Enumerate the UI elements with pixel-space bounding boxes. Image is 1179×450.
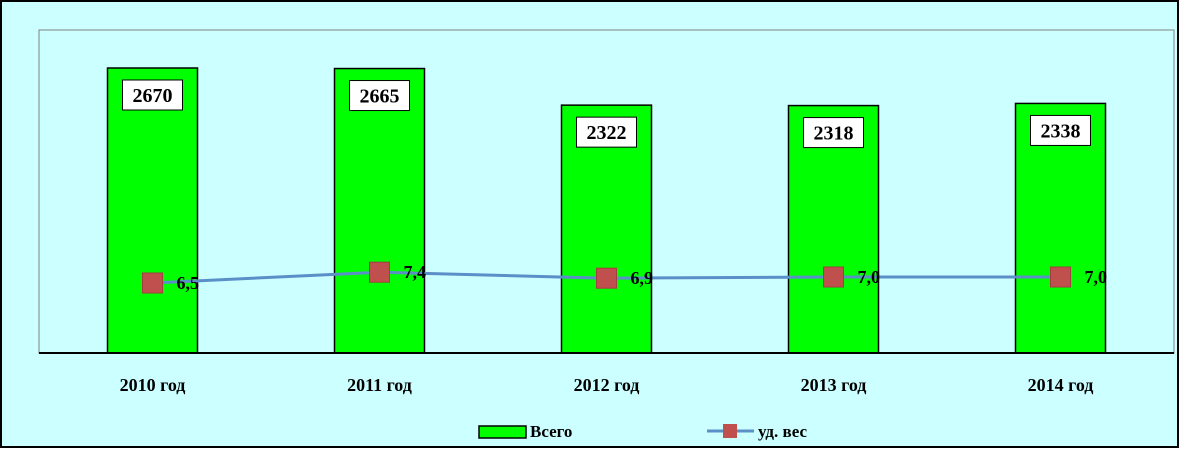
line-data-label-4: 7,0 <box>1085 267 1108 287</box>
bar-data-label-box-2 <box>576 116 637 148</box>
x-tick-label-2: 2012 год <box>574 375 640 395</box>
bar-data-label-0: 2670 <box>133 85 173 107</box>
line-marker-2 <box>596 267 617 289</box>
legend-label-line: уд. вес <box>758 422 807 441</box>
bar-data-label-box-1 <box>349 80 410 112</box>
x-tick-label-0: 2010 год <box>120 375 186 395</box>
line-marker-4 <box>1050 266 1071 288</box>
legend-swatch-bar <box>478 425 527 439</box>
bar-1 <box>333 67 426 354</box>
bar-data-label-4: 2338 <box>1041 120 1081 142</box>
x-axis-tick-labels: 2010 год 2011 год 2012 год 2013 год 2014 год <box>120 375 1094 395</box>
line-marker-1 <box>369 261 390 283</box>
line-data-label-1: 7,4 <box>404 262 427 282</box>
bar-data-label-1: 2665 <box>360 86 400 108</box>
bar-data-label-box-3 <box>803 117 864 149</box>
x-tick-label-1: 2011 год <box>347 375 412 395</box>
bar-0 <box>106 67 199 354</box>
legend-label-bar: Всего <box>530 422 572 441</box>
legend-marker-sample <box>723 424 737 438</box>
bar-data-label-box-0 <box>122 79 183 111</box>
line-data-label-0: 6,5 <box>177 273 200 293</box>
legend: Всего уд. вес <box>478 422 807 441</box>
line-data-label-2: 6,9 <box>631 268 654 288</box>
x-tick-label-4: 2014 год <box>1028 375 1094 395</box>
line-data-label-3: 7,0 <box>858 267 881 287</box>
line-marker-3 <box>823 266 844 288</box>
bar-series: 2670 2665 2322 2318 2338 <box>106 67 1107 354</box>
x-tick-label-3: 2013 год <box>801 375 867 395</box>
bar-data-label-3: 2318 <box>814 123 854 145</box>
bar-data-label-2: 2322 <box>587 122 627 144</box>
line-series: 6,5 7,4 6,9 7,0 7,0 <box>142 261 1108 294</box>
bar-data-label-box-4 <box>1030 114 1091 146</box>
line-marker-0 <box>142 272 163 294</box>
